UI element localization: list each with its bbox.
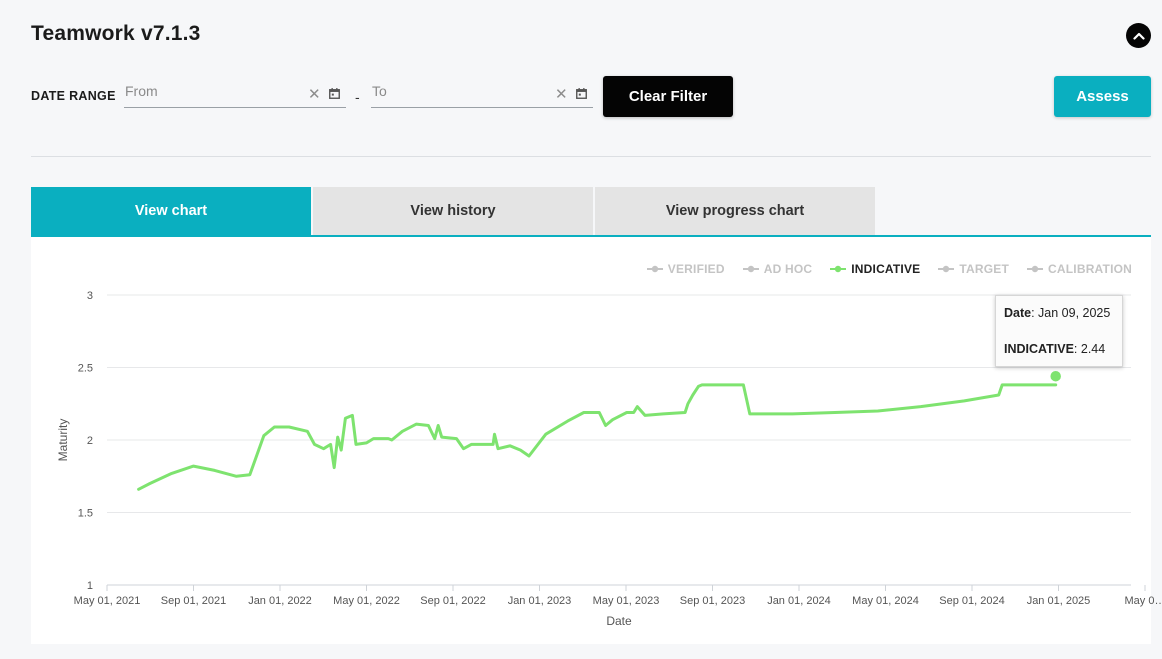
calendar-icon[interactable] (576, 88, 587, 99)
page-title: Teamwork v7.1.3 (31, 22, 201, 45)
legend-item-indicative[interactable]: INDICATIVE (830, 262, 920, 276)
date-range-label: DATE RANGE (31, 89, 116, 103)
tab-view-history[interactable]: View history (313, 187, 593, 235)
calendar-icon[interactable] (329, 88, 340, 99)
tab-view-chart[interactable]: View chart (31, 187, 311, 235)
divider (31, 156, 1151, 157)
legend-marker-icon (646, 265, 663, 273)
tooltip-date-value: Jan 09, 2025 (1038, 306, 1111, 320)
to-date-input[interactable] (372, 83, 547, 99)
legend-label: AD HOC (763, 262, 813, 276)
legend-marker-icon (830, 265, 847, 273)
chevron-up-icon (1132, 32, 1145, 40)
view-tabs: View chart View history View progress ch… (31, 187, 1151, 237)
data-point-highlight[interactable] (1048, 369, 1063, 383)
collapse-button[interactable] (1126, 23, 1151, 48)
to-date-field: ✕ (371, 81, 593, 108)
legend-label: VERIFIED (667, 262, 725, 276)
legend-item-calibration[interactable]: CALIBRATION (1027, 262, 1132, 276)
legend-marker-icon (1027, 265, 1044, 273)
clear-to-icon[interactable]: ✕ (555, 86, 568, 103)
tooltip-series-label: INDICATIVE (1004, 342, 1074, 356)
tooltip-date-label: Date (1004, 306, 1032, 320)
filter-bar: DATE RANGE ✕ - ✕ Clear Filter Assess (31, 76, 1151, 118)
legend-label: CALIBRATION (1048, 262, 1132, 276)
legend-marker-icon (742, 265, 759, 273)
range-separator: - (355, 89, 360, 105)
assess-button[interactable]: Assess (1054, 76, 1151, 117)
legend-label: TARGET (959, 262, 1010, 276)
clear-filter-button[interactable]: Clear Filter (603, 76, 733, 117)
legend-item-ad-hoc[interactable]: AD HOC (742, 262, 813, 276)
chart-tooltip: Date: Jan 09, 2025 INDICATIVE: 2.44 (995, 295, 1123, 367)
clear-from-icon[interactable]: ✕ (308, 86, 321, 103)
legend-item-target[interactable]: TARGET (938, 262, 1009, 276)
legend-item-verified[interactable]: VERIFIED (646, 262, 725, 276)
legend-marker-icon (938, 265, 955, 273)
tab-view-progress-chart[interactable]: View progress chart (595, 187, 875, 235)
chart-legend: VERIFIED AD HOC INDICATIVE TARGET CALIBR… (646, 262, 1132, 276)
legend-label: INDICATIVE (851, 262, 921, 276)
from-date-field: ✕ (124, 81, 346, 108)
tooltip-series-value: 2.44 (1080, 342, 1106, 356)
from-date-input[interactable] (125, 83, 300, 99)
chart-panel (31, 237, 1151, 644)
